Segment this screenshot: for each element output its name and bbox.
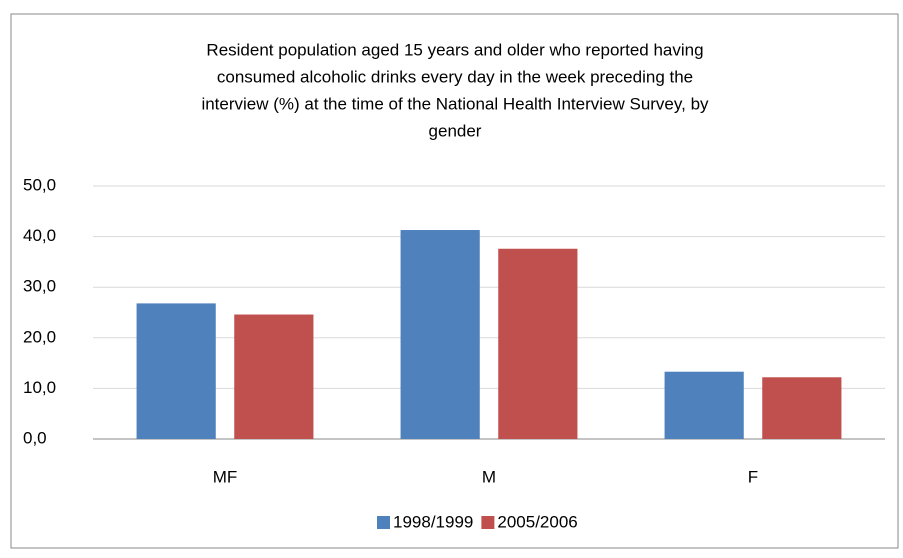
bar [664, 371, 744, 439]
chart-title: interview (%) at the time of the Nationa… [201, 94, 709, 113]
x-tick-label: MF [213, 467, 238, 486]
legend-label: 2005/2006 [497, 512, 577, 531]
y-tick-label: 30,0 [23, 277, 56, 296]
y-tick-label: 10,0 [23, 378, 56, 397]
x-tick-label: M [482, 467, 496, 486]
chart-title: Resident population aged 15 years and ol… [206, 40, 703, 59]
x-tick-label: F [748, 467, 758, 486]
y-tick-label: 0,0 [23, 428, 47, 447]
chart-title: gender [429, 121, 482, 140]
bar [400, 230, 480, 439]
y-tick-label: 20,0 [23, 327, 56, 346]
y-tick-label: 40,0 [23, 226, 56, 245]
bar [762, 377, 842, 439]
bar [136, 303, 216, 439]
bar [498, 248, 578, 439]
bar [234, 314, 314, 439]
y-tick-label: 50,0 [23, 175, 56, 194]
legend-swatch [377, 516, 390, 529]
legend-swatch [481, 516, 495, 529]
legend-label: 1998/1999 [393, 512, 473, 531]
chart-title: consumed alcoholic drinks every day in t… [217, 67, 693, 86]
